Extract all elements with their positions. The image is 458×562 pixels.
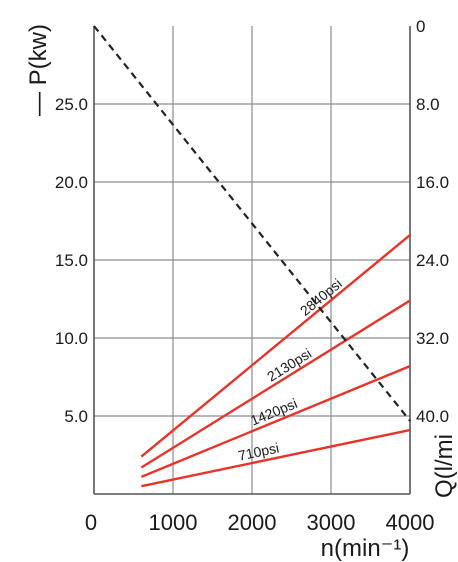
y-axis-right-title: Q(l/mi [431,434,458,498]
series-lines [93,25,411,488]
tick-labels: 0 1000 2000 3000 4000 25.0 20.0 15.0 10.0 5.0 0 8.0… [55,17,449,535]
series-line-2840psi [140,234,411,458]
y-right-tick-label-40.0: 40.0 [416,407,449,426]
y-left-tick-label-5.0: 5.0 [64,407,88,426]
x-tick-label-3000: 3000 [307,510,356,535]
y-left-tick-label-20.0: 20.0 [55,173,88,192]
series-line-flow [93,25,411,422]
x-tick-label-1000: 1000 [149,510,198,535]
x-axis-title: n(min⁻¹) [321,535,410,562]
y-left-tick-label-25.0: 25.0 [55,95,88,114]
y-right-tick-label-0: 0 [416,17,425,36]
y-right-tick-label-24.0: 24.0 [416,251,449,270]
y-axis-left-title: — P(kw) [25,24,52,116]
y-right-tick-label-8.0: 8.0 [416,95,440,114]
y-left-tick-label-10.0: 10.0 [55,329,88,348]
series-line-1420psi [140,364,411,478]
y-left-tick-label-15.0: 15.0 [55,251,88,270]
grid [94,26,410,494]
series-line-710psi [141,428,411,488]
series-line-2130psi [140,299,411,469]
y-right-tick-label-32.0: 32.0 [416,329,449,348]
x-tick-label-2000: 2000 [228,510,277,535]
plot-frame [93,26,411,495]
x-tick-label-0: 0 [85,510,97,535]
x-tick-label-4000: 4000 [386,510,435,535]
y-right-tick-label-16.0: 16.0 [416,173,449,192]
